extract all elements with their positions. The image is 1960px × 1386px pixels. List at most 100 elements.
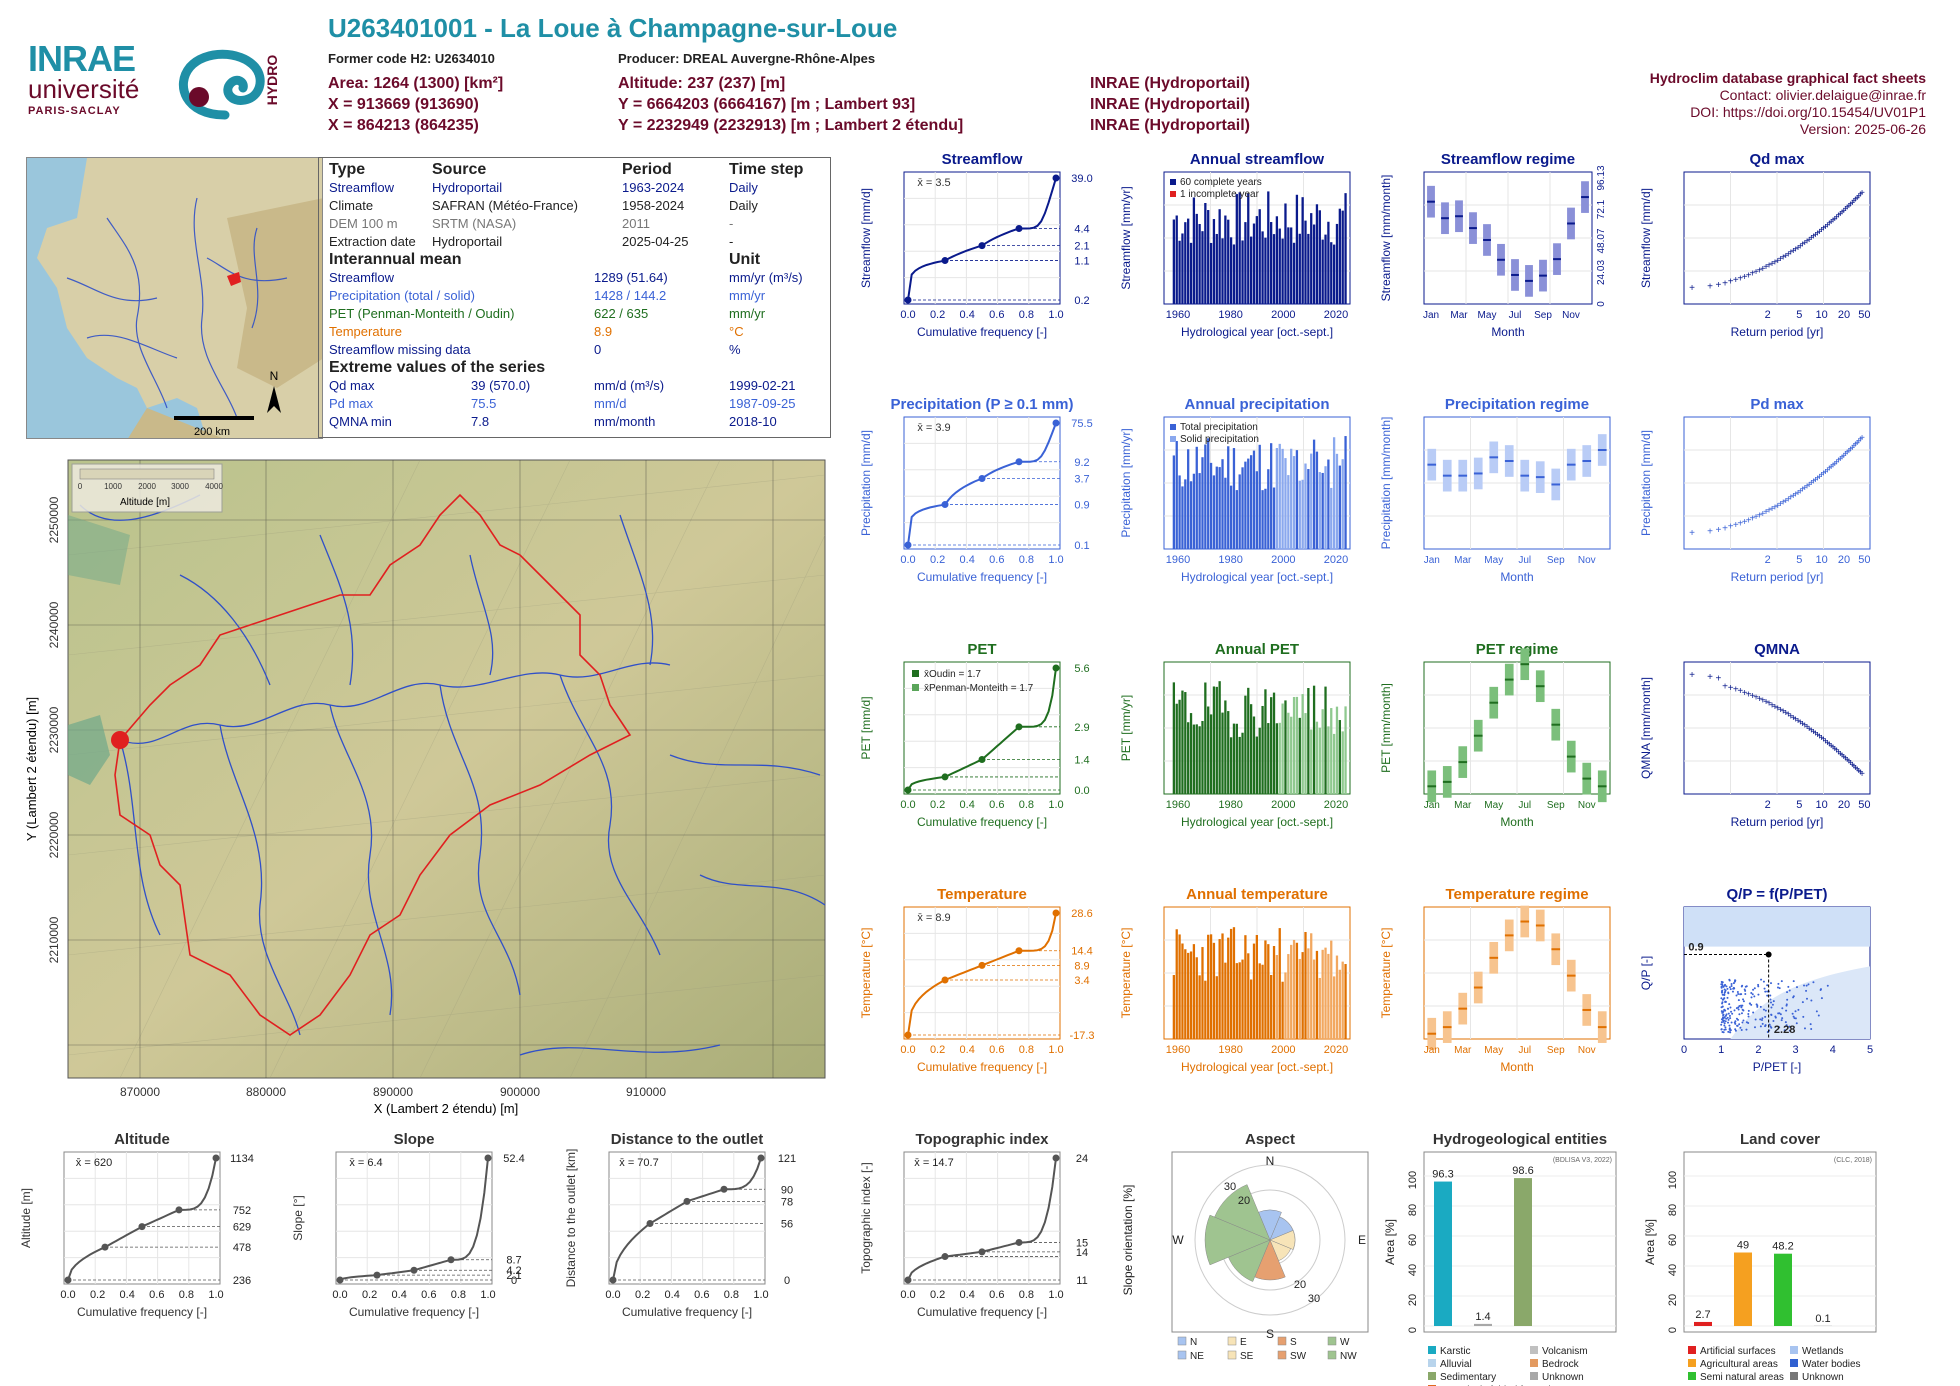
category-bar [1734,1252,1752,1326]
x-tick-label: 0.6 [989,309,1004,321]
qp-point [1721,1030,1724,1033]
x-tick-label: 5 [1796,309,1802,321]
qp-point [1769,998,1772,1001]
annual-bar [1241,240,1244,304]
qp-point [1721,1011,1724,1014]
qp-point [1815,1010,1818,1013]
return-point: + [1815,473,1821,484]
return-point: + [1769,259,1775,270]
y93: Y = 6664203 (6664167) [m ; Lambert 93] [618,96,916,113]
cdf-point [1052,1154,1060,1162]
chart-title: Hydrogeological entities [1433,1131,1607,1148]
chart-title: Q/P = f(P/PET) [1727,886,1828,903]
qp-point [1764,990,1767,993]
legend-label: NW [1340,1351,1357,1362]
mean-label: x̄ = 70.7 [619,1157,658,1169]
return-point: + [1819,225,1825,236]
qp-point [1733,1009,1736,1012]
annual-bar [1229,928,1233,1039]
qp-point [1725,985,1728,988]
legend-label: Alluvial [1440,1359,1472,1370]
doi-link[interactable]: DOI: https://doi.org/10.15454/UV01P1 [1690,104,1926,120]
annual-bar [1227,937,1230,1039]
return-point: + [1830,461,1836,472]
source-2: INRAE (Hydroportail) [1090,96,1250,113]
qp-point [1764,1015,1767,1018]
annual-bar [1207,438,1210,549]
return-point: + [1795,243,1801,254]
qp-point [1742,1009,1745,1012]
y-axis-label: Temperature [°C] [859,928,873,1019]
chart-annual_precip: Annual precipitation Hydrological year [o… [1119,396,1351,584]
rose-sector [1214,1184,1271,1241]
cdf-point [941,257,949,265]
annual-bar [1184,479,1187,549]
annual-bar [1307,688,1310,794]
bar-label: 98.6 [1512,1165,1533,1177]
annual-bar [1344,964,1347,1039]
qp-point [1760,1018,1763,1021]
chart-title: Altitude [114,1131,170,1148]
chart-annual_streamflow: Annual streamflow Hydrological year [oct.… [1119,151,1351,339]
annual-bar [1272,946,1276,1039]
annual-bar [1252,223,1256,304]
return-point: + [1753,267,1759,278]
map-yticks: 2250000 2240000 2230000 2220000 2210000 [47,496,61,963]
chart-title: Land cover [1740,1131,1820,1148]
plot-frame [903,171,1061,305]
annual-bar [1267,469,1270,549]
annual-bar [1290,448,1293,549]
annual-bar [1330,940,1333,1039]
qp-point [1740,1012,1743,1015]
x-tick-label: Nov [1578,800,1596,811]
return-point: + [1788,248,1794,259]
annual-bar [1324,686,1327,794]
annual-bar [1264,689,1267,794]
return-point: + [1859,769,1865,780]
x-tick-label: 2020 [1324,554,1348,566]
annual-bar [1207,706,1210,794]
annual-bar [1181,690,1184,794]
return-point: + [1716,525,1722,536]
annual-bar [1335,223,1339,304]
annual-bar [1327,726,1330,794]
qp-point [1729,1031,1732,1034]
plot-frame [903,1151,1061,1285]
return-point: + [1775,256,1781,267]
return-point: + [1797,241,1803,252]
y-tick-label: 100 [1407,1171,1419,1189]
return-point: + [1804,236,1810,247]
right-tick-label: 1.1 [1074,256,1089,268]
qp-point [1723,1028,1726,1031]
annual-bar [1330,242,1333,304]
qp-point [1723,984,1726,987]
annual-bar [1181,943,1184,1039]
return-point: + [1753,692,1759,703]
annual-bar [1292,242,1296,304]
x-tick-label: Jan [1424,555,1440,566]
annual-bar [1221,933,1224,1039]
chart-streamflow_cdf: Streamflow Cumulative frequency [-] Stream… [859,151,1093,339]
cdf-point [609,1276,617,1284]
annual-bar [1295,194,1299,304]
info-row-dem: DEM 100 m SRTM (NASA) 2011- [329,216,734,231]
source-3: INRAE (Hydroportail) [1090,117,1250,134]
qp-point [1750,991,1753,994]
mean-row-missing: Streamflow missing data 0% [329,342,741,357]
return-point: + [1795,488,1801,499]
x-tick-label: 20 [1838,309,1850,321]
ring-label: 30 [1308,1293,1320,1305]
y-tick-label: 60 [1407,1234,1419,1246]
qp-point [1736,1024,1739,1027]
info-table-head: Type Source Period Time step [329,161,804,178]
return-point: + [1837,454,1843,465]
annual-bar [1272,487,1276,549]
return-point: + [1800,485,1806,496]
chart-title: PET regime [1476,641,1559,658]
annual-bar [1198,224,1201,304]
annual-bar [1307,233,1310,304]
x-tick-label: 1.0 [1048,799,1063,811]
chart-title: Qd max [1749,151,1805,168]
annual-bar [1187,449,1190,549]
qp-point [1728,1024,1731,1027]
